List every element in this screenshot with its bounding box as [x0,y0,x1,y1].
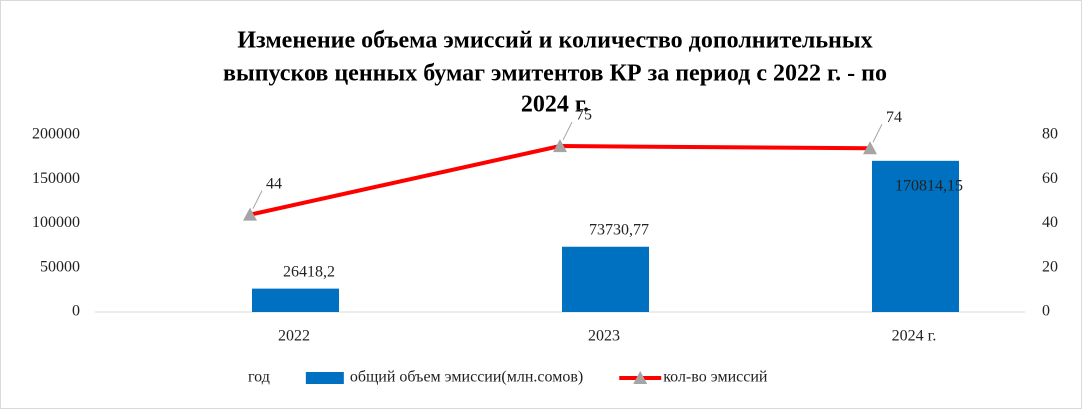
y-tick-label: 150000 [32,170,80,187]
line-value-label: 75 [576,107,592,124]
bar [252,288,339,312]
legend-label: общий объем эмиссии(млн.сомов) [350,369,583,386]
line-marker [243,207,257,221]
y-tick-label: 50000 [40,258,80,275]
line-value-label: 44 [266,175,282,192]
y2-tick-label: 40 [1042,214,1058,231]
y2-tick-label: 20 [1042,258,1058,275]
line-marker [553,139,567,153]
line-value-label: 74 [886,109,902,126]
x-tick-label: 2024 г. [892,328,937,345]
x-tick-label: 2022 [278,328,310,345]
x-tick-label: 2023 [588,328,620,345]
bar-value-label: 170814,15 [895,178,963,195]
chart-title: 2024 г. [521,92,589,118]
leader-line [872,124,883,143]
line-marker [863,141,877,155]
chart-title: выпусков ценных бумаг эмитентов КР за пе… [223,61,887,87]
leader-line [562,121,573,141]
leader-line [252,190,263,209]
legend-marker [633,371,648,384]
y-tick-label: 100000 [32,214,80,231]
y-tick-label: 200000 [32,126,80,143]
y-tick-label: 0 [72,303,80,320]
legend-label: кол-во эмиссий [663,369,768,386]
bar-value-label: 26418,2 [283,263,335,280]
y2-tick-label: 0 [1042,303,1050,320]
legend-label: год [248,369,270,386]
bar [872,160,959,312]
chart-title: Изменение объема эмиссий и количество до… [237,28,872,54]
bar-value-label: 73730,77 [589,221,649,238]
legend-swatch [305,372,344,384]
bar [562,246,649,312]
y2-tick-label: 60 [1042,170,1058,187]
y2-tick-label: 80 [1042,126,1058,143]
